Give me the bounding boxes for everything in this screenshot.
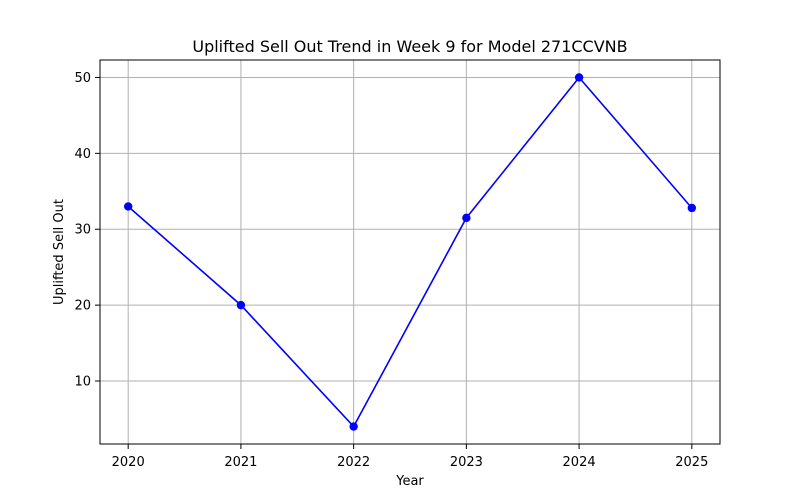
x-tick-label: 2020 [112, 455, 145, 470]
y-tick-label: 10 [74, 375, 91, 390]
series-line [127, 76, 693, 428]
y-axis-label: Uplifted Sell Out [52, 199, 67, 305]
x-tick-label: 2021 [224, 455, 257, 470]
y-tick-label: 40 [74, 147, 91, 162]
chart-title: Uplifted Sell Out Trend in Week 9 for Mo… [192, 37, 627, 56]
x-tick-label: 2025 [675, 455, 708, 470]
x-axis: 2020 2021 2022 2023 2024 2025 [112, 444, 708, 470]
x-tick-label: 2024 [563, 455, 596, 470]
y-tick-label: 50 [74, 71, 91, 86]
grid [100, 60, 720, 444]
y-tick-label: 20 [74, 299, 91, 314]
y-axis: 10 20 30 40 50 [74, 71, 100, 390]
data-point [574, 73, 584, 82]
x-tick-label: 2022 [337, 455, 370, 470]
x-axis-label: Year [395, 474, 424, 489]
data-point [236, 300, 246, 310]
data-point [687, 203, 697, 213]
data-point [462, 213, 471, 223]
series [123, 73, 697, 431]
plot-area-frame [99, 59, 721, 445]
y-tick-label: 30 [74, 223, 91, 238]
x-tick-label: 2023 [450, 455, 483, 470]
data-point [349, 422, 358, 431]
data-point [123, 202, 133, 211]
